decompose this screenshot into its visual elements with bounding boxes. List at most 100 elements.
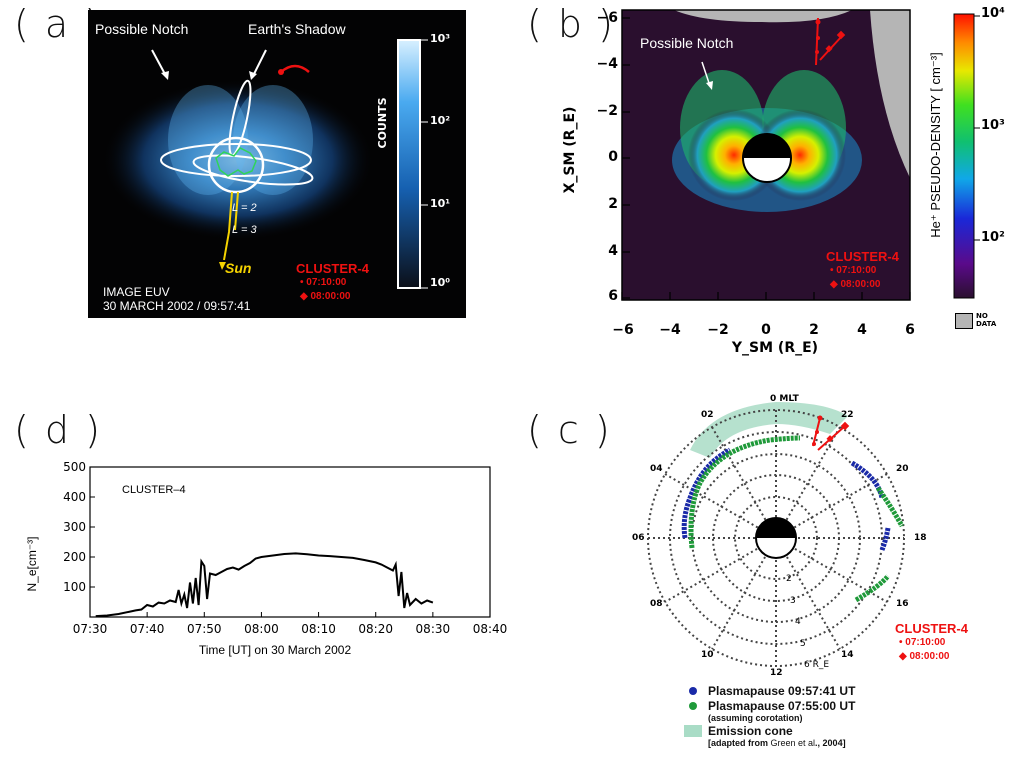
x-tick-label-d: 08:20	[358, 622, 393, 635]
x-tick-b-5: 4	[857, 322, 867, 338]
radius-label-5: 5	[800, 639, 806, 649]
y-tick-label-d: 300	[63, 520, 86, 534]
mlt-label-08: 08	[650, 599, 663, 609]
no-data-region	[870, 10, 910, 178]
y-tick-b-0: −6	[596, 10, 618, 26]
legend-plasmapause-0755: Plasmapause 07:55:00 UT	[708, 699, 856, 713]
x-tick-b-1: −4	[659, 322, 681, 338]
y-tick-label-d: 400	[63, 490, 86, 504]
y-axis-label-d: N_e[cm⁻³]	[25, 536, 39, 592]
no-data-region	[674, 10, 852, 23]
series-label-d: CLUSTER–4	[122, 484, 186, 496]
y-tick-b-6: 6	[608, 288, 618, 304]
x-axis-label-b: Y_SM (R_E)	[731, 340, 819, 356]
cluster-time-2: 08:00:00	[310, 291, 351, 302]
sun-arrow-icon	[219, 262, 226, 270]
y-tick-b-1: −4	[596, 56, 618, 72]
continent-outline	[215, 147, 257, 177]
mlt-label-04: 04	[650, 464, 663, 474]
x-tick-b-0: −6	[612, 322, 634, 338]
radial-grid	[647, 409, 905, 667]
earth-night-side	[756, 518, 796, 538]
panel-c-label: ( c )	[527, 408, 612, 452]
sun-direction-line	[223, 191, 239, 261]
mlt-label-10: 10	[701, 650, 714, 660]
colorbar-tick-a-0: 10³	[430, 32, 451, 45]
x-tick-b-6: 6	[905, 322, 915, 338]
colorbar-tick-a-1: 10²	[430, 114, 451, 127]
x-axis-label-d: Time [UT] on 30 March 2002	[198, 643, 352, 657]
mlt-label-00: 0 MLT	[770, 394, 799, 404]
x-tick-b-2: −2	[707, 322, 729, 338]
y-tick-b-5: 4	[608, 243, 618, 259]
cluster-time-2: 08:00:00	[840, 279, 881, 290]
panel-d-label: ( d )	[14, 408, 102, 452]
radius-label-4: 4	[795, 617, 801, 627]
x-tick-label-d: 07:40	[130, 622, 165, 635]
mlt-label-20: 20	[896, 464, 909, 474]
l-shell-2-label: L = 2	[232, 202, 257, 214]
mlt-label-12: 12	[770, 668, 783, 678]
dot-marker-icon: •	[830, 265, 837, 276]
blue-dot-icon	[689, 687, 697, 695]
x-tick-label-d: 07:30	[73, 622, 108, 635]
cluster-time-2: 08:00:00	[909, 651, 950, 662]
mlt-label-18: 18	[914, 533, 927, 543]
cluster-legend-b: CLUSTER-4 • 07:10:00 ◆ 08:00:00	[826, 250, 899, 292]
earth-circle	[207, 136, 265, 194]
earth-night-side	[743, 134, 791, 158]
counts-colorbar	[397, 39, 421, 289]
colorbar-tick-b-0: 10⁴	[981, 6, 1005, 21]
source-instrument: IMAGE EUV	[103, 285, 170, 299]
plasmapause-0957-trace	[681, 447, 891, 551]
density-colorbar	[953, 13, 980, 299]
legend-emission-cone: Emission cone	[708, 724, 793, 738]
cluster-legend-c: CLUSTER-4 • 07:10:00 ◆ 08:00:00	[895, 622, 968, 664]
panel-b-density-map	[622, 10, 910, 300]
plot-frame	[89, 466, 491, 618]
sun-label: Sun	[225, 260, 252, 276]
radius-label-3: 3	[790, 596, 796, 606]
mlt-label-14: 14	[841, 650, 854, 660]
orbit-ellipse	[160, 143, 312, 177]
cluster-time-1: 07:10:00	[836, 265, 877, 276]
euv-plasmasphere-glow	[103, 80, 373, 240]
colorbar-tick-a-2: 10¹	[430, 197, 451, 210]
x-tick-b-4: 2	[809, 322, 819, 338]
no-data-label: NO DATA	[976, 312, 997, 328]
panel-a-label: ( a )	[14, 2, 102, 46]
diamond-marker-icon: ◆	[899, 651, 910, 662]
y-tick-label-d: 500	[63, 460, 86, 474]
panel-a-euv-image	[88, 10, 466, 318]
emission-cone-swatch	[684, 725, 702, 737]
annotation-possible-notch: Possible Notch	[95, 21, 189, 37]
density-colorbar-label: He⁺ PSEUDO-DENSITY [ cm⁻³]	[928, 52, 943, 238]
cluster-time-1: 07:10:00	[306, 277, 347, 288]
y-tick-b-3: 0	[608, 149, 618, 165]
mlt-label-06: 06	[632, 533, 645, 543]
colorbar-tick-b-1: 10³	[981, 118, 1005, 133]
counts-colorbar-label: COUNTS	[376, 97, 389, 149]
x-tick-label-d: 08:40	[473, 622, 508, 635]
mlt-label-22: 22	[841, 410, 854, 420]
x-tick-label-d: 08:30	[416, 622, 451, 635]
diamond-marker-icon: ◆	[830, 279, 841, 290]
x-tick-label-d: 08:00	[244, 622, 279, 635]
legend-corotation-note: (assuming corotation)	[708, 713, 803, 723]
annotation-possible-notch-b: Possible Notch	[640, 35, 734, 51]
x-tick-label-d: 08:10	[301, 622, 336, 635]
image-source-caption: IMAGE EUV 30 MARCH 2002 / 09:57:41	[103, 285, 250, 313]
panel-c-legend: Plasmapause 09:57:41 UT Plasmapause 07:5…	[682, 684, 982, 749]
diamond-marker-icon: ◆	[300, 291, 311, 302]
notch-arrow-icon	[161, 71, 169, 80]
panel-c-polar-plot	[647, 402, 905, 667]
colorbar-tick-b-2: 10²	[981, 230, 1005, 245]
panel-b-axes	[621, 9, 911, 301]
green-dot-icon	[689, 702, 697, 710]
legend-plasmapause-0957: Plasmapause 09:57:41 UT	[708, 684, 856, 698]
y-axis-label-b: X_SM (R_E)	[562, 106, 578, 194]
cluster-legend-a: CLUSTER-4 • 07:10:00 ◆ 08:00:00	[296, 262, 369, 304]
radius-label-2: 2	[786, 574, 792, 584]
x-tick-b-3: 0	[761, 322, 771, 338]
dot-marker-icon: •	[300, 277, 307, 288]
